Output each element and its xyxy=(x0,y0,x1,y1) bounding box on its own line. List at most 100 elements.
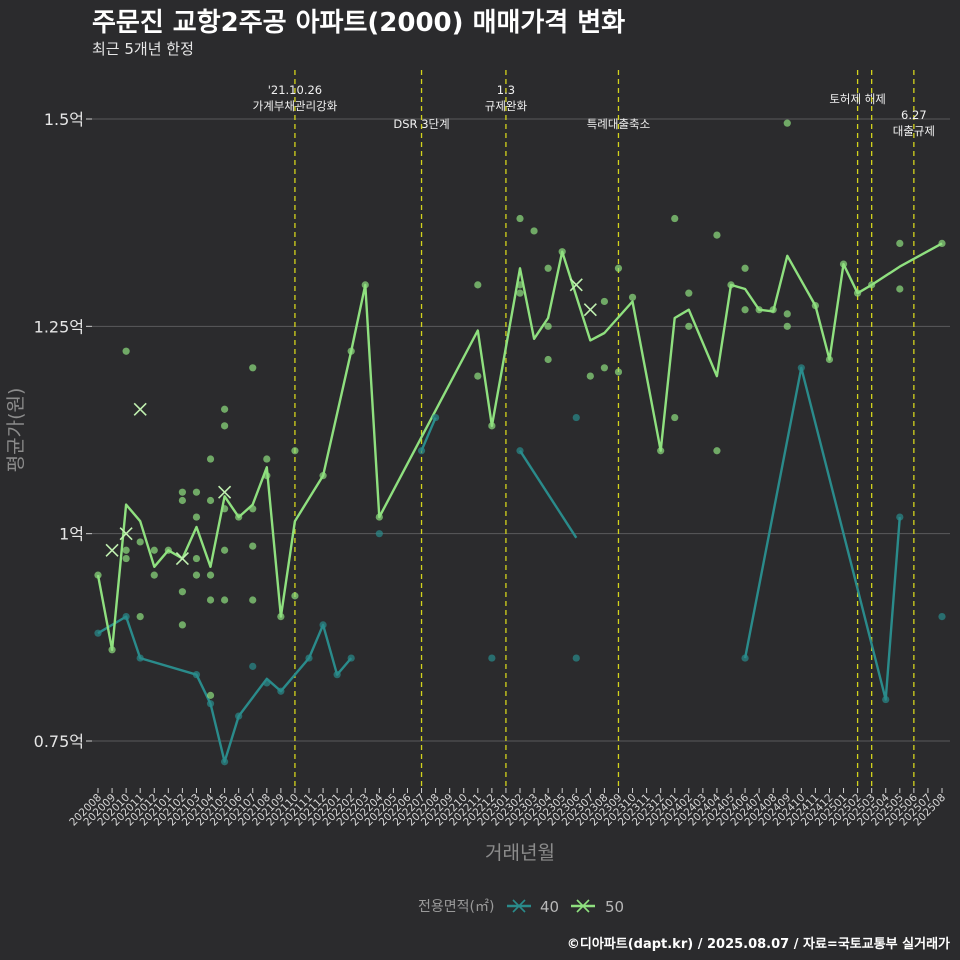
data-point-40 xyxy=(206,700,215,708)
legend-item-40: 40 xyxy=(507,898,559,916)
data-point-40 xyxy=(277,687,285,695)
legend-title: 전용면적(㎡) xyxy=(418,899,494,915)
data-point-50 xyxy=(164,546,172,554)
data-point-50 xyxy=(319,472,327,480)
credit-line: ©디아파트(dapt.kr) / 2025.08.07 / 자료=국토교통부 실… xyxy=(566,937,950,952)
data-point-40 xyxy=(938,613,946,621)
data-point-50 xyxy=(235,513,243,521)
cross-marker-50 xyxy=(119,527,133,541)
x-axis-ticks: 2020082020092020102020112020122021012021… xyxy=(67,788,948,828)
data-point-50 xyxy=(854,289,862,297)
data-point-50 xyxy=(192,488,201,496)
data-point-50 xyxy=(249,596,257,604)
event-label: DSR 3단계 xyxy=(393,117,449,131)
data-point-50 xyxy=(206,691,215,699)
cross-marker-50 xyxy=(218,485,232,499)
data-point-40 xyxy=(263,679,271,687)
series-line-40 xyxy=(97,615,353,763)
data-point-50 xyxy=(530,227,538,235)
data-point-50 xyxy=(769,306,777,314)
chart-title: 주문진 교항2주공 아파트(2000) 매매가격 변화 xyxy=(92,8,626,38)
data-point-40 xyxy=(572,413,580,422)
series-line-40 xyxy=(420,417,437,452)
data-point-40 xyxy=(741,654,749,662)
data-point-50 xyxy=(291,592,299,600)
data-point-50 xyxy=(741,306,749,314)
data-point-50 xyxy=(783,310,791,318)
data-point-50 xyxy=(783,119,791,127)
data-point-50 xyxy=(896,239,904,247)
data-point-50 xyxy=(150,571,158,579)
data-point-50 xyxy=(192,571,201,579)
data-point-50 xyxy=(671,413,679,422)
data-point-50 xyxy=(150,546,158,554)
data-point-50 xyxy=(249,364,257,372)
data-point-50 xyxy=(839,260,848,268)
data-point-40 xyxy=(221,758,229,766)
data-point-50 xyxy=(291,447,299,455)
data-point-50 xyxy=(263,472,271,480)
data-point-50 xyxy=(614,264,623,272)
legend-item-50: 50 xyxy=(571,898,624,916)
data-point-50 xyxy=(811,302,820,310)
event-label: 규제완화 xyxy=(485,99,528,113)
data-point-50 xyxy=(122,347,130,355)
data-point-40 xyxy=(347,654,355,662)
data-point-50 xyxy=(192,554,201,563)
data-point-40 xyxy=(305,654,313,662)
cross-marker-50 xyxy=(133,402,147,416)
data-point-50 xyxy=(755,306,763,314)
data-point-50 xyxy=(516,289,524,297)
event-label: 대출규제 xyxy=(893,124,935,138)
cross-marker-50 xyxy=(175,551,189,566)
chart-subtitle: 최근 5개년 한정 xyxy=(92,40,194,58)
series-points xyxy=(94,119,946,766)
data-point-40 xyxy=(94,629,102,637)
data-point-50 xyxy=(221,405,229,413)
data-point-40 xyxy=(333,671,341,679)
data-point-50 xyxy=(600,364,609,372)
data-point-40 xyxy=(122,613,130,621)
data-point-50 xyxy=(263,455,271,463)
event-label: 토허제 해제 xyxy=(829,92,886,106)
data-point-50 xyxy=(192,513,201,521)
data-point-50 xyxy=(938,239,946,247)
data-point-50 xyxy=(614,368,623,376)
data-point-50 xyxy=(361,281,369,289)
event-label: 1.3 xyxy=(497,83,515,97)
data-point-50 xyxy=(136,538,144,546)
data-point-50 xyxy=(206,496,215,505)
data-point-40 xyxy=(896,513,904,521)
y-axis-ticks: 0.75억 1억 1.25억 1.5억 xyxy=(34,110,92,751)
data-point-40 xyxy=(797,364,805,372)
data-point-50 xyxy=(586,372,594,380)
data-point-40 xyxy=(488,654,496,662)
data-point-50 xyxy=(206,455,215,463)
data-point-50 xyxy=(178,488,186,496)
data-point-40 xyxy=(319,621,327,629)
data-point-50 xyxy=(375,513,383,521)
data-point-50 xyxy=(249,505,257,513)
data-point-50 xyxy=(136,613,144,621)
data-point-50 xyxy=(544,264,552,272)
data-point-50 xyxy=(178,496,186,505)
data-point-40 xyxy=(375,530,383,538)
data-point-50 xyxy=(221,422,229,430)
data-point-50 xyxy=(657,447,665,455)
cross-marker-50 xyxy=(569,278,583,292)
data-point-50 xyxy=(122,554,130,563)
data-point-50 xyxy=(558,248,566,256)
y-axis-label: 평균가(원) xyxy=(5,388,27,473)
data-point-50 xyxy=(94,571,102,579)
data-point-40 xyxy=(417,447,426,455)
gridlines xyxy=(92,118,950,742)
series-line-40 xyxy=(743,366,901,701)
data-point-50 xyxy=(896,285,904,293)
data-point-50 xyxy=(713,231,721,239)
data-point-50 xyxy=(122,546,130,554)
data-point-40 xyxy=(249,662,257,670)
data-point-50 xyxy=(347,347,355,355)
event-label: '21.10.26 xyxy=(268,83,322,97)
data-point-50 xyxy=(868,281,876,289)
